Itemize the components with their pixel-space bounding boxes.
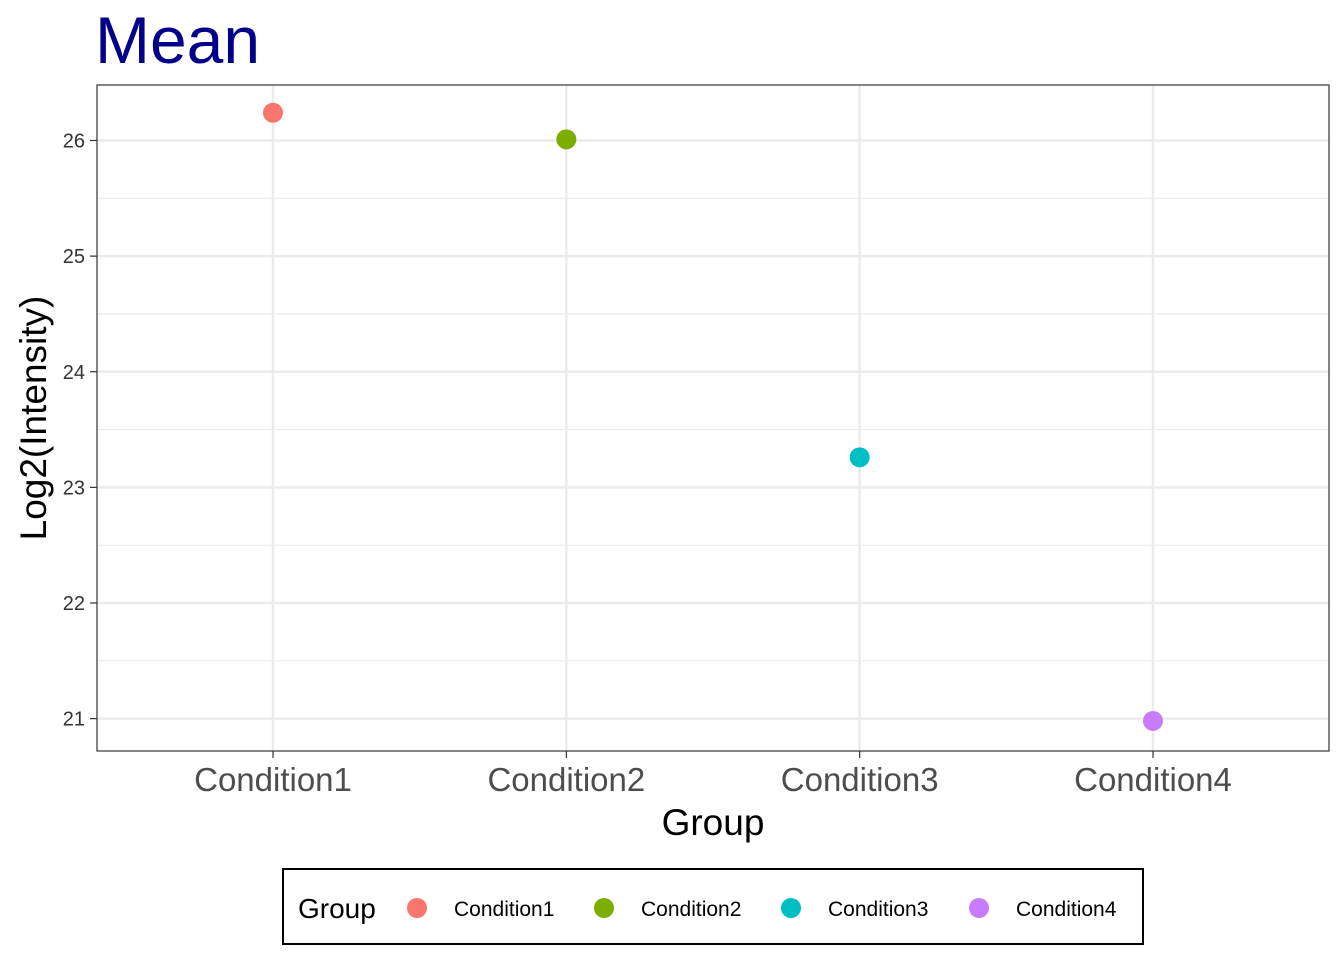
grid-minor (97, 197, 1329, 662)
y-tick-label: 23 (63, 477, 85, 499)
chart-title: Mean (95, 3, 260, 77)
x-tick-label: Condition1 (194, 761, 352, 798)
y-axis-ticks: 21 22 23 24 25 26 (63, 131, 97, 731)
legend-title: Group (298, 893, 376, 924)
grid-major (97, 85, 1329, 751)
legend-label-condition1: Condition1 (454, 898, 554, 921)
x-tick-label: Condition3 (781, 761, 939, 798)
plot-border (96, 84, 1330, 752)
x-tick-label: Condition2 (487, 761, 645, 798)
legend: Group Condition1 Condition2 Condition3 Cond… (282, 868, 1144, 945)
legend-key-condition4 (969, 898, 989, 918)
y-tick-label: 22 (63, 593, 85, 615)
data-point-condition1 (263, 102, 283, 123)
x-axis-label: Group (662, 802, 765, 843)
data-points (263, 102, 1163, 731)
x-axis-ticks: Condition1 Condition2 Condition3 Condition4 (194, 751, 1232, 798)
y-tick-label: 24 (63, 362, 85, 384)
legend-key-condition1 (407, 898, 427, 918)
x-tick-label: Condition4 (1074, 761, 1232, 798)
plot-background (97, 85, 1329, 751)
legend-label-condition3: Condition3 (828, 898, 928, 921)
legend-key-condition2 (594, 898, 614, 918)
legend-key-condition3 (781, 898, 801, 918)
legend-entries: Condition1 Condition2 Condition3 Condition4 (407, 898, 1117, 921)
legend-label-condition4: Condition4 (1016, 898, 1117, 921)
y-axis-label: Log2(Intensity) (13, 296, 54, 541)
y-tick-label: 25 (63, 246, 85, 268)
data-point-condition2 (556, 129, 577, 150)
data-point-condition3 (849, 447, 870, 468)
y-tick-label: 26 (63, 131, 85, 153)
y-tick-label: 21 (63, 709, 85, 731)
legend-label-condition2: Condition2 (641, 898, 741, 921)
data-point-condition4 (1143, 710, 1163, 731)
